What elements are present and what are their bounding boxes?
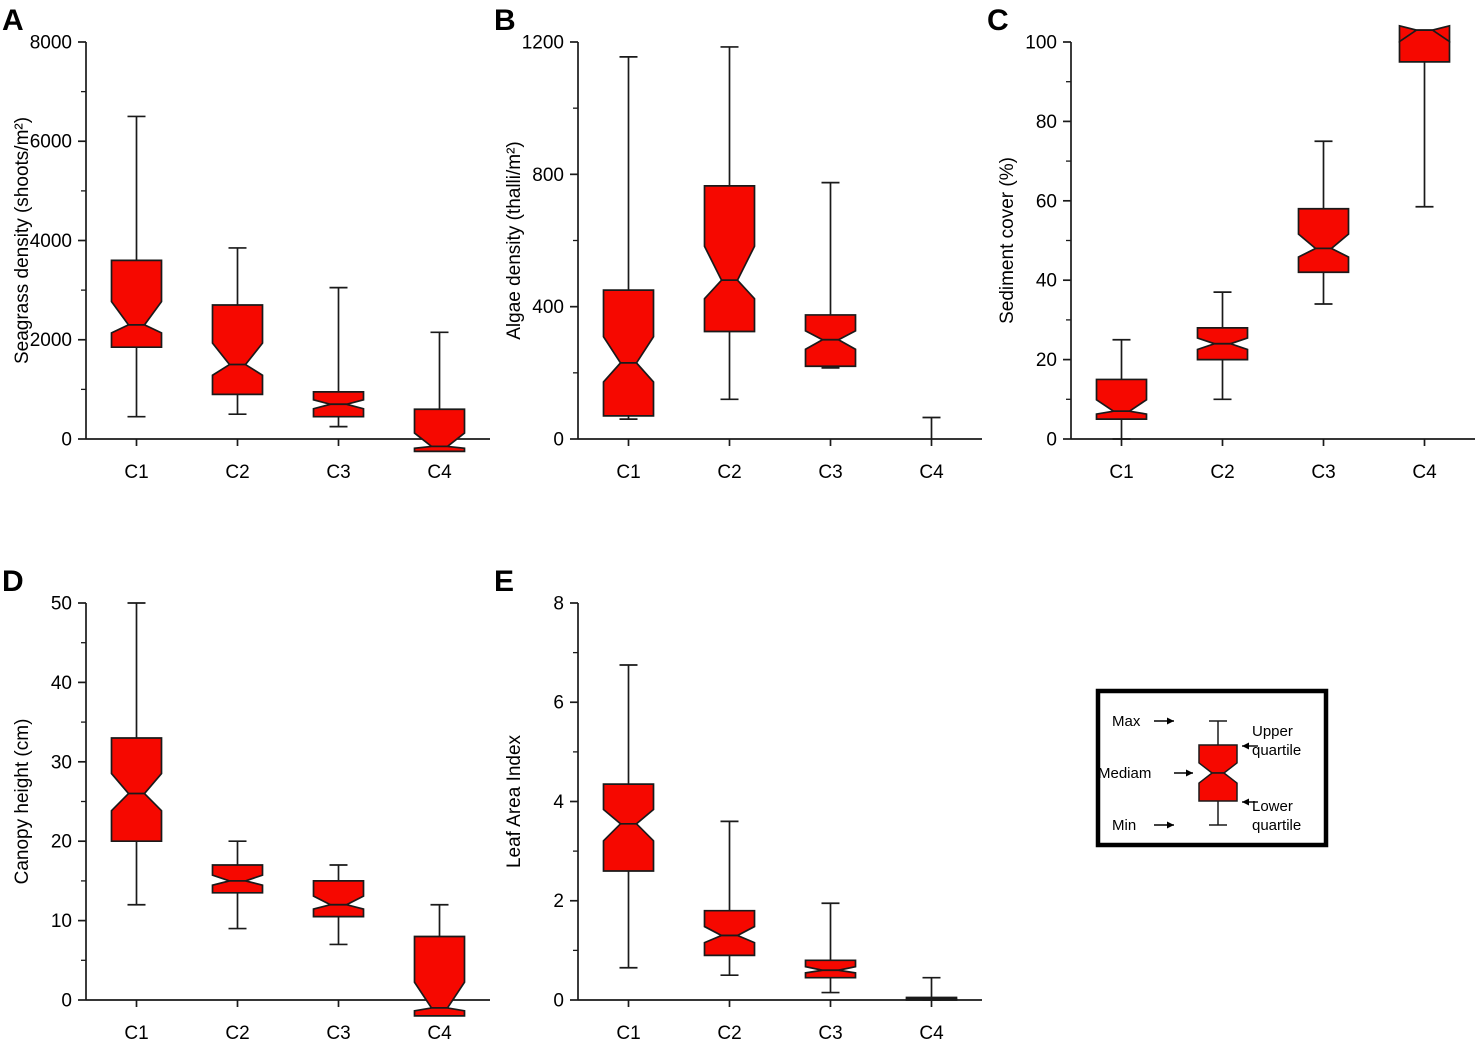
svg-text:B: B (494, 4, 516, 37)
svg-text:Upper: Upper (1252, 723, 1293, 740)
svg-text:40: 40 (51, 673, 72, 694)
svg-text:C4: C4 (427, 1023, 452, 1040)
svg-text:6: 6 (553, 693, 564, 714)
svg-text:A: A (2, 4, 24, 37)
svg-text:4000: 4000 (30, 231, 72, 252)
svg-text:0: 0 (61, 990, 72, 1011)
svg-text:quartile: quartile (1252, 817, 1301, 834)
svg-text:30: 30 (51, 752, 72, 773)
svg-text:C2: C2 (225, 1023, 249, 1040)
svg-text:C4: C4 (919, 462, 944, 483)
svg-text:0: 0 (1046, 429, 1057, 450)
svg-text:20: 20 (51, 832, 72, 853)
svg-text:40: 40 (1036, 271, 1057, 292)
svg-text:C3: C3 (818, 1023, 842, 1040)
svg-text:Lower: Lower (1252, 798, 1293, 815)
svg-text:Algae density (thalli/m²): Algae density (thalli/m²) (504, 141, 525, 340)
svg-text:2: 2 (553, 891, 564, 912)
svg-text:C2: C2 (717, 1023, 741, 1040)
svg-text:Min: Min (1112, 817, 1136, 834)
svg-text:C3: C3 (326, 462, 350, 483)
svg-text:C3: C3 (1311, 462, 1335, 483)
svg-text:Seagrass density (shoots/m²): Seagrass density (shoots/m²) (12, 117, 33, 364)
svg-text:D: D (2, 565, 24, 598)
svg-text:1200: 1200 (522, 32, 564, 53)
svg-text:C1: C1 (1109, 462, 1133, 483)
svg-text:60: 60 (1036, 191, 1057, 212)
svg-text:0: 0 (61, 429, 72, 450)
svg-text:C4: C4 (427, 462, 452, 483)
svg-text:0: 0 (553, 429, 564, 450)
svg-text:10: 10 (51, 911, 72, 932)
svg-text:6000: 6000 (30, 132, 72, 153)
svg-text:C2: C2 (717, 462, 741, 483)
svg-text:C2: C2 (1210, 462, 1234, 483)
svg-text:Mediam: Mediam (1098, 765, 1151, 782)
svg-text:C1: C1 (616, 462, 640, 483)
svg-text:C3: C3 (326, 1023, 350, 1040)
svg-text:2000: 2000 (30, 330, 72, 351)
svg-text:E: E (494, 565, 514, 598)
svg-text:8000: 8000 (30, 32, 72, 53)
svg-text:80: 80 (1036, 112, 1057, 133)
svg-text:20: 20 (1036, 350, 1057, 371)
svg-text:quartile: quartile (1252, 742, 1301, 759)
svg-text:800: 800 (532, 165, 564, 186)
svg-text:C4: C4 (1412, 462, 1437, 483)
svg-text:C1: C1 (616, 1023, 640, 1040)
svg-text:Canopy height (cm): Canopy height (cm) (12, 719, 33, 885)
svg-text:C1: C1 (124, 462, 148, 483)
svg-text:C4: C4 (919, 1023, 944, 1040)
svg-text:Leaf Area Index: Leaf Area Index (504, 734, 525, 868)
svg-text:Sediment cover (%): Sediment cover (%) (997, 157, 1018, 324)
svg-text:100: 100 (1025, 32, 1057, 53)
svg-text:4: 4 (553, 792, 564, 813)
svg-text:400: 400 (532, 297, 564, 318)
svg-text:0: 0 (553, 990, 564, 1011)
svg-text:Max: Max (1112, 713, 1141, 730)
svg-text:50: 50 (51, 593, 72, 614)
svg-text:C1: C1 (124, 1023, 148, 1040)
svg-text:C3: C3 (818, 462, 842, 483)
svg-text:C: C (987, 4, 1009, 37)
svg-text:C2: C2 (225, 462, 249, 483)
svg-text:8: 8 (553, 593, 564, 614)
